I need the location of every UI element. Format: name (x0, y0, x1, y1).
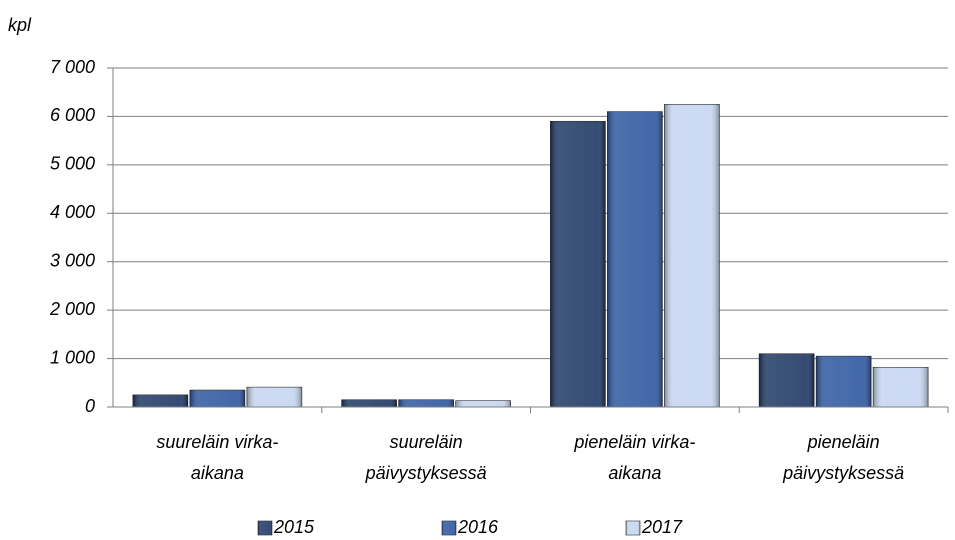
legend-label: 2016 (457, 517, 499, 537)
y-axis-label: kpl (8, 15, 32, 35)
x-tick-label: suureläin (390, 432, 463, 452)
y-tick-label: 0 (85, 396, 95, 416)
legend-swatch-shade (258, 521, 272, 535)
y-tick-label: 3 000 (50, 250, 95, 270)
bar (664, 104, 720, 408)
bar (398, 399, 454, 408)
legend-label: 2017 (641, 517, 683, 537)
y-tick-label: 4 000 (50, 202, 95, 222)
bar (872, 366, 929, 408)
legend-label: 2015 (273, 517, 315, 537)
x-tick-label: aikana (191, 463, 244, 483)
bar (246, 386, 303, 408)
bar (815, 355, 872, 408)
legend-swatch-shade (626, 521, 640, 535)
y-tick-label: 5 000 (50, 154, 95, 174)
y-tick-label: 2 000 (49, 299, 95, 319)
legend-swatch-shade (442, 521, 456, 535)
x-tick-label: aikana (608, 463, 661, 483)
bar (607, 111, 663, 408)
bar (455, 400, 511, 408)
x-tick-label: pieneläin virka- (573, 432, 695, 452)
x-tick-label: pieneläin (807, 432, 880, 452)
y-tick-label: 6 000 (50, 105, 95, 125)
bar (550, 120, 606, 408)
x-tick-label: päivystyksessä (365, 463, 487, 483)
y-tick-label: 7 000 (50, 57, 95, 77)
x-tick-label: suureläin virka- (156, 432, 278, 452)
bar (189, 389, 246, 408)
y-tick-label: 1 000 (50, 347, 95, 367)
bar (758, 353, 815, 408)
bar (132, 394, 189, 408)
x-tick-label: päivystyksessä (782, 463, 904, 483)
bar (341, 399, 397, 408)
